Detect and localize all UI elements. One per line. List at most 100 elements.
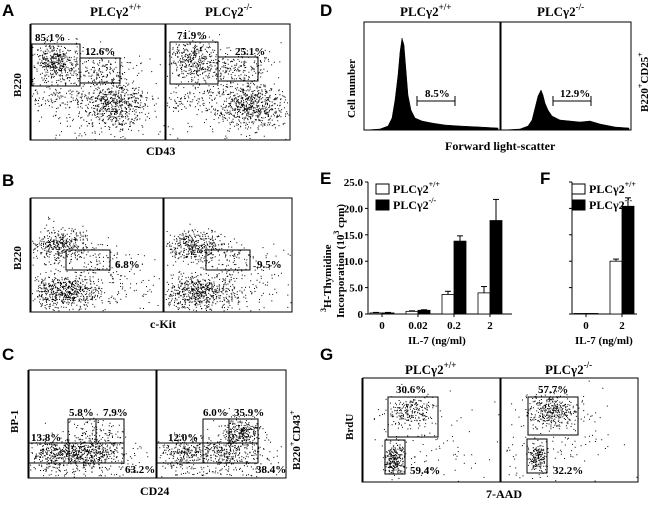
panel-g-right-value-1: 57.7% <box>538 384 568 396</box>
panel-g-ylabel: BrdU <box>344 414 356 440</box>
panel-b-frame <box>29 197 293 313</box>
panel-d-side-label: B220+CD25+ <box>636 52 651 112</box>
bar <box>609 260 623 315</box>
dot-cloud <box>71 71 157 139</box>
panel-e-ylabel-line1: 3H-Thymidine <box>319 244 334 312</box>
panel-g-frame <box>361 377 639 483</box>
panel-b-dots <box>32 216 292 312</box>
panel-g-right-value-2: 32.2% <box>553 465 583 477</box>
panel-g-header-right: PLCγ2-/- <box>545 360 592 377</box>
panel-f-legend-label-wt: PLCγ2+/+ <box>589 180 636 196</box>
panel-e-legend: PLCγ2+/+ PLCγ2-/- <box>375 180 440 212</box>
panel-a-xlabel: CD43 <box>146 144 175 158</box>
dot-cloud <box>31 435 81 475</box>
panel-e-yticks: 0 5.0 10.0 15.0 20.0 25.0 <box>344 177 368 321</box>
x-tick-label: 0 <box>583 320 589 332</box>
bar <box>381 312 395 315</box>
panel-a-frame <box>29 23 291 141</box>
panel-c-right-value-1: 6.0% <box>203 407 228 419</box>
panel-f-legend-swatch-wt <box>571 183 586 195</box>
dot-cloud <box>205 73 288 139</box>
y-tick-label: 10.0 <box>344 256 364 268</box>
panel-d-right-histogram <box>502 89 630 131</box>
bar <box>441 294 455 315</box>
y-tick-label: 20.0 <box>344 203 364 215</box>
dot-cloud <box>515 390 601 430</box>
bar <box>585 313 599 315</box>
panel-f-bars <box>573 197 635 315</box>
panel-g-gates <box>384 396 579 475</box>
panel-d-header-left: PLCγ2+/+ <box>400 2 451 19</box>
panel-f-legend: PLCγ2+/+ PLCγ2-/- <box>571 180 636 212</box>
x-tick-label: 0.02 <box>408 320 428 332</box>
bar <box>573 313 587 315</box>
panel-g-header-left: PLCγ2+/+ <box>405 360 456 377</box>
panel-a-left-value-1: 85.1% <box>35 32 65 44</box>
panel-a-dots <box>32 30 290 140</box>
x-tick-label: 2 <box>619 320 625 332</box>
panel-letter-f: F <box>540 169 550 188</box>
panel-f-xlabel: IL-7 (ng/ml) <box>575 335 633 347</box>
panel-f-legend-label-ko: PLCγ2-/- <box>589 196 633 212</box>
panel-c-left-value-4: 63.2% <box>125 464 155 476</box>
panel-d-right-value: 12.9% <box>560 88 590 100</box>
panel-c-dots <box>30 408 282 478</box>
panel-a-header-left: PLCγ2+/+ <box>90 2 141 19</box>
panel-a-right-value-2: 25.1% <box>235 46 265 58</box>
panel-c-right-value-3: 12.0% <box>168 432 198 444</box>
dot-cloud <box>158 433 209 468</box>
panel-d-ylabel: Cell number <box>346 59 358 118</box>
panel-f-legend-swatch-ko <box>571 199 586 211</box>
dot-cloud <box>167 30 232 95</box>
panel-g-dots <box>373 380 638 482</box>
panel-c-right-value-4: 38.4% <box>256 464 286 476</box>
panel-g-xlabel: 7-AAD <box>486 487 522 501</box>
panel-c-left-value-1: 5.8% <box>69 407 94 419</box>
panel-b-left-value: 6.8% <box>115 259 140 271</box>
panel-d-left-histogram <box>365 37 499 131</box>
bar <box>477 292 491 315</box>
panel-d-xlabel: Forward light-scatter <box>445 139 556 153</box>
panel-c-right-value-2: 35.9% <box>234 407 264 419</box>
x-tick-label: 2 <box>487 320 493 332</box>
panel-d-left-value: 8.5% <box>425 88 450 100</box>
panel-b-gates <box>65 249 251 271</box>
panel-a-header-right: PLCγ2-/- <box>205 2 252 19</box>
x-tick-label: 0.2 <box>447 320 461 332</box>
dot-cloud <box>373 390 500 482</box>
panel-a-gates <box>31 41 259 87</box>
panel-d-header-right: PLCγ2-/- <box>537 2 584 19</box>
bar <box>417 309 431 315</box>
panel-a-right-value-1: 71.9% <box>177 30 207 42</box>
panel-c-gates <box>28 418 259 464</box>
panel-e-legend-label-wt: PLCγ2+/+ <box>393 180 440 196</box>
bar <box>453 240 467 315</box>
panel-c-ylabel: BP-1 <box>9 410 21 433</box>
panel-d-gates <box>416 96 592 106</box>
dot-cloud <box>30 438 149 478</box>
dot-cloud <box>32 35 103 97</box>
panel-letter-c: C <box>2 345 14 364</box>
y-tick-label: 15.0 <box>344 230 364 242</box>
panel-letter-a: A <box>2 1 14 20</box>
panel-c-xlabel: CD24 <box>140 484 169 498</box>
panel-a-left-value-2: 12.6% <box>85 46 115 58</box>
panel-e-ylabel-line2: Incorporation (103 cpm) <box>332 204 347 318</box>
y-tick-label: 5.0 <box>349 283 363 295</box>
bar <box>621 205 635 315</box>
dot-cloud <box>32 261 111 312</box>
dot-cloud <box>377 383 443 430</box>
bar <box>489 220 503 315</box>
x-tick-label: 0 <box>379 320 385 332</box>
panel-letter-b: B <box>2 171 14 190</box>
panel-b-xlabel: c-Kit <box>150 317 176 331</box>
y-tick-label: 25.0 <box>344 177 364 189</box>
panel-e-legend-swatch-wt <box>375 183 390 195</box>
panel-e-legend-swatch-ko <box>375 199 390 211</box>
panel-c-side-label: B220+CD43+ <box>288 410 303 470</box>
panel-letter-e: E <box>320 169 331 188</box>
panel-e-bars <box>369 198 503 315</box>
dot-cloud <box>165 271 245 312</box>
